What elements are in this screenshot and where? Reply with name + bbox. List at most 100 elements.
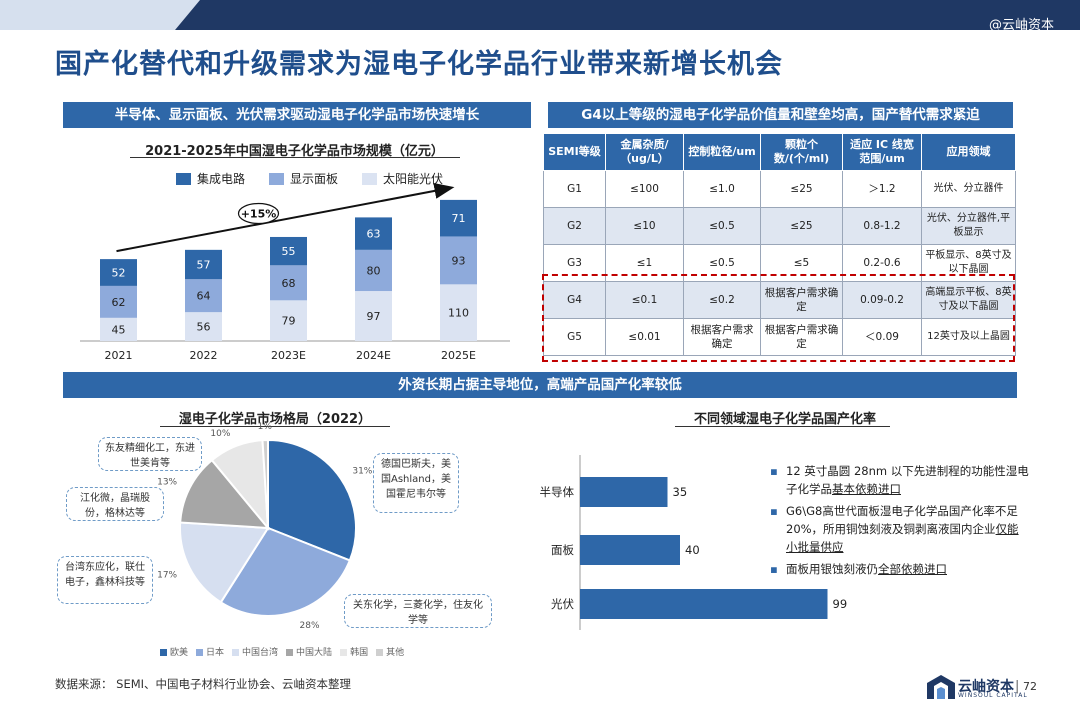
banner-value-barrier: G4以上等级的湿电子化学品价值量和壁垒均高，国产替代需求紧迫 — [548, 102, 1013, 128]
spec-cell: ≤25 — [760, 207, 843, 245]
spec-cell: ≤0.5 — [683, 207, 761, 245]
spec-cell: 0.09-0.2 — [842, 281, 922, 319]
semi-grade-spec-table: SEMI等级 金属杂质/（ug/L） 控制粒径/um 颗粒个数/(个/ml) 适… — [543, 133, 1016, 356]
pie-slice — [179, 521, 270, 604]
spec-cell: 根据客户需求确定 — [683, 318, 761, 356]
bar-segment — [355, 291, 392, 341]
legend-item-display: 显示面板 — [269, 170, 338, 187]
brand-tag: @云岫资本 — [988, 18, 1054, 33]
chart-title-underline — [130, 157, 460, 158]
bar-value-label: 110 — [448, 307, 469, 320]
bar-value-label: 52 — [112, 267, 126, 280]
spec-header-grade: SEMI等级 — [543, 133, 606, 171]
y-category-label: 光伏 — [551, 597, 574, 611]
pie-value-label: 1% — [258, 422, 273, 432]
hbar-title-underline — [675, 426, 890, 427]
pie-slice — [261, 438, 269, 529]
spec-cell: 光伏、分立器件 — [921, 170, 1016, 208]
x-tick-label: 2025E — [441, 349, 476, 362]
spec-table-header-row: SEMI等级 金属杂质/（ug/L） 控制粒径/um 颗粒个数/(个/ml) 适… — [543, 133, 1016, 171]
bar-value-label: 45 — [112, 323, 126, 336]
legend-item-solar: 太阳能光伏 — [362, 170, 443, 187]
bar-segment — [355, 217, 392, 250]
legend-label-display: 显示面板 — [290, 172, 339, 186]
data-source-note: 数据来源： SEMI、中国电子材料行业协会、云岫资本整理 — [55, 677, 352, 691]
bar-value-label: 68 — [282, 277, 296, 290]
spec-cell: ≤1.0 — [683, 170, 761, 208]
pie-value-label: 13% — [157, 478, 177, 488]
legend-label-ic: 集成电路 — [197, 172, 246, 186]
bar-segment — [185, 249, 222, 280]
market-share-pie-chart: 31% 28% 17% 13% 10% 1% — [157, 422, 373, 631]
spec-header-particle-count: 颗粒个数/(个/ml) — [760, 133, 843, 171]
bar-value-label: 71 — [452, 212, 466, 225]
spec-cell: ＜0.09 — [842, 318, 922, 356]
spec-cell: ≤10 — [605, 207, 684, 245]
pie-legend: 欧美 日本 中国台湾 中国大陆 韩国 其他 — [160, 645, 404, 658]
banner-foreign-dominance: 外资长期占据主导地位，高端产品国产化率较低 — [63, 372, 1017, 398]
localization-rate-bar-chart: 半导体 35 面板 40 光伏 99 — [540, 455, 847, 630]
bar-value-label: 80 — [367, 264, 381, 277]
pie-legend-item: 日本 — [196, 645, 224, 658]
logo-subtitle: WINSOUL CAPITAL — [958, 692, 1028, 699]
hbar-value-label: 35 — [673, 485, 688, 499]
spec-cell: 0.8-1.2 — [842, 207, 922, 245]
pie-legend-label: 中国台湾 — [242, 648, 279, 658]
pie-legend-item: 韩国 — [340, 645, 368, 658]
spec-row-g2: G2 ≤10 ≤0.5 ≤25 0.8-1.2 光伏、分立器件,平板显示 — [543, 207, 1016, 245]
cagr-badge — [237, 202, 280, 225]
bar-value-label: 62 — [112, 296, 126, 309]
cagr-label: +15% — [241, 208, 277, 221]
callout-korea: 东友精细化工，东进世美肯等 — [98, 437, 202, 471]
spec-header-application: 应用领域 — [921, 133, 1016, 171]
localization-rate-chart-title: 不同领域湿电子化学品国产化率 — [693, 412, 876, 427]
spec-cell: G1 — [543, 170, 606, 208]
note-text: 面板用银蚀刻液仍 — [786, 562, 878, 576]
bar-value-label: 55 — [282, 245, 296, 258]
bar-segment — [270, 236, 307, 266]
bar-segment — [270, 265, 307, 301]
callout-japan: 关东化学，三菱化学，住友化学等 — [344, 594, 492, 628]
bar-segment — [355, 249, 392, 292]
callout-mainland: 江化微，晶瑞股份，格林达等 — [66, 487, 164, 521]
hbar — [580, 589, 828, 619]
banner-market-growth: 半导体、显示面板、光伏需求驱动湿电子化学品市场快速增长 — [63, 102, 531, 128]
pie-legend-item: 欧美 — [160, 645, 188, 658]
market-size-stacked-bar-chart: 45 62 52 2021 56 64 57 2022 79 68 55 2023E 97 80 63 202… — [80, 183, 510, 362]
note-emphasis: 基本依赖进口 — [832, 482, 901, 496]
page-title: 国产化替代和升级需求为湿电子化学品行业带来新增长机会 — [55, 49, 783, 80]
bar-value-label: 93 — [452, 254, 466, 267]
spec-cell: 根据客户需求确定 — [760, 318, 843, 356]
pie-slice — [219, 526, 352, 617]
legend-label-solar: 太阳能光伏 — [383, 172, 444, 186]
market-share-pie-title: 湿电子化学品市场格局（2022） — [178, 412, 372, 427]
bar-segment — [440, 199, 477, 237]
page-separator: | — [1015, 679, 1020, 694]
y-category-label: 半导体 — [540, 485, 575, 499]
bar-value-label: 97 — [367, 310, 381, 323]
localization-notes: 12 英寸晶圆 28nm 以下先进制程的功能性湿电子化学品基本依赖进口 G6\G… — [770, 462, 1030, 582]
spec-header-particle-size: 控制粒径/um — [683, 133, 761, 171]
pie-legend-label: 韩国 — [350, 648, 369, 658]
spec-cell: ≤0.2 — [683, 281, 761, 319]
spec-cell: ≤0.01 — [605, 318, 684, 356]
high-grade-highlight-box — [542, 274, 1015, 362]
growth-trend-arrow — [116, 183, 455, 253]
pie-legend-item: 中国大陆 — [286, 645, 332, 658]
pie-legend-item: 其他 — [376, 645, 404, 658]
spec-header-metal-impurity: 金属杂质/（ug/L） — [605, 133, 684, 171]
bar-segment — [440, 236, 477, 285]
logo-name: 云岫资本 — [958, 679, 1014, 695]
hbar-value-label: 40 — [685, 543, 700, 557]
pie-value-label: 31% — [352, 467, 372, 477]
note-text: G6\G8高世代面板湿电子化学品国产化率不足20%，所用铜蚀刻液及铜剥离液国内企… — [786, 504, 1018, 536]
spec-cell: ＞1.2 — [842, 170, 922, 208]
bar-segment — [185, 312, 222, 341]
note-item: G6\G8高世代面板湿电子化学品国产化率不足20%，所用铜蚀刻液及铜剥离液国内企… — [770, 502, 1030, 556]
legend-item-ic: 集成电路 — [176, 170, 245, 187]
note-text: 12 英寸晶圆 28nm 以下先进制程的功能性湿电子化学品 — [786, 464, 1029, 496]
market-size-chart-title: 2021-2025年中国湿电子化学品市场规模（亿元） — [145, 144, 444, 159]
pie-legend-label: 其他 — [386, 648, 405, 658]
x-tick-label: 2023E — [271, 349, 306, 362]
pie-value-label: 17% — [157, 570, 177, 580]
